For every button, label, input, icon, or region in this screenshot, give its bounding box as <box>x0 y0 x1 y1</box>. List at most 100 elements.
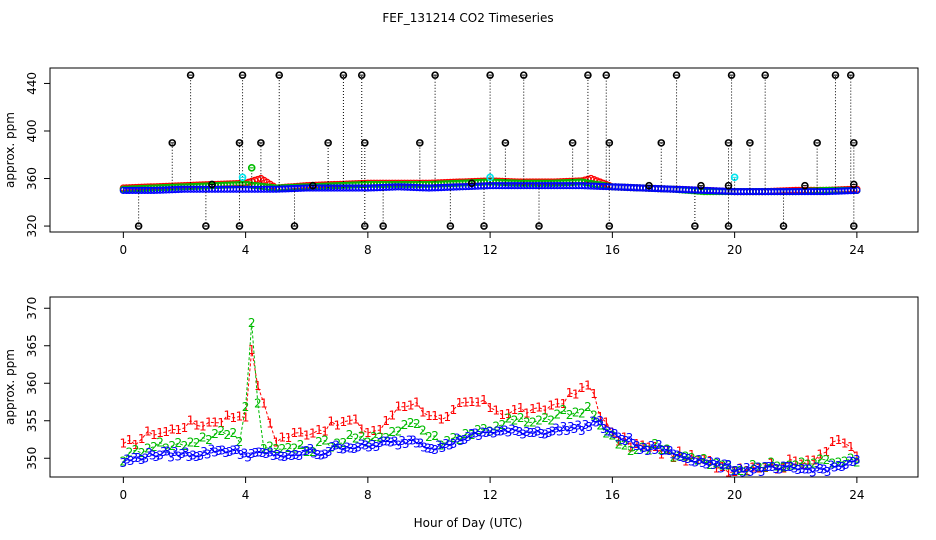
bottom-series-point-3: 3 <box>791 461 799 475</box>
bottom-series-point-2: 2 <box>609 428 617 442</box>
top-outlier-black <box>584 71 592 79</box>
bottom-series-point-3: 3 <box>736 462 744 476</box>
bottom-series-point-3: 3 <box>307 442 315 456</box>
bottom-series-point-3: 3 <box>131 451 139 465</box>
bottom-series-point-3: 3 <box>424 442 432 456</box>
bottom-series-point-3: 3 <box>519 428 527 442</box>
bottom-series-point-1: 1 <box>358 423 366 437</box>
bottom-series-point-1: 1 <box>254 379 262 393</box>
bottom-series-point-2: 2 <box>829 457 837 471</box>
bottom-series-point-3: 3 <box>611 427 619 441</box>
bottom-series-point-2: 2 <box>706 458 714 472</box>
bottom-x-tick-label: 0 <box>120 488 128 502</box>
top-y-tick-label: 320 <box>25 215 39 238</box>
bottom-series-point-2: 2 <box>792 458 800 472</box>
bottom-series-point-2: 2 <box>841 455 849 469</box>
top-outlier-black <box>813 139 821 147</box>
top-outlier-black <box>501 139 510 147</box>
bottom-series-point-2: 2 <box>633 443 641 457</box>
bottom-series-point-1: 1 <box>627 441 635 455</box>
bottom-series-point-2: 2 <box>499 418 507 432</box>
bottom-series-point-3: 3 <box>336 442 344 456</box>
bottom-series-point-3: 3 <box>398 434 406 448</box>
bottom-series-point-1: 1 <box>407 399 415 413</box>
bottom-series-point-3: 3 <box>527 426 535 440</box>
bottom-series-point-3: 3 <box>545 426 553 440</box>
top-outlier-black <box>761 71 769 79</box>
bottom-series-point-2: 2 <box>388 425 396 439</box>
bottom-series-point-1: 1 <box>804 453 812 467</box>
bottom-series-point-1: 1 <box>829 435 837 449</box>
bottom-series-point-1: 1 <box>822 445 830 459</box>
bottom-series-point-1: 1 <box>462 395 470 409</box>
top-x-tick-label: 24 <box>849 243 864 257</box>
bottom-series-point-2: 2 <box>303 445 311 459</box>
bottom-x-tick-label: 12 <box>482 488 497 502</box>
bottom-series-point-1: 1 <box>291 426 299 440</box>
bottom-series-point-2: 2 <box>217 424 225 438</box>
bottom-series-point-2: 2 <box>615 437 623 451</box>
bottom-series-point-3: 3 <box>530 426 538 440</box>
bottom-series-point-2: 2 <box>584 400 592 414</box>
bottom-series-point-3: 3 <box>695 453 703 467</box>
bottom-series-point-3: 3 <box>204 447 212 461</box>
bottom-series-point-3: 3 <box>776 463 784 477</box>
bottom-series-point-3: 3 <box>659 444 667 458</box>
bottom-series-point-2: 2 <box>541 411 549 425</box>
bottom-series-point-3: 3 <box>248 447 256 461</box>
bottom-series-point-2: 2 <box>560 403 568 417</box>
bottom-series-point-3: 3 <box>409 433 417 447</box>
bottom-series-line-3 <box>123 420 858 474</box>
bottom-series-point-2: 2 <box>138 446 146 460</box>
bottom-y-axis-label: approx. ppm <box>3 349 17 425</box>
top-outlier-cyan <box>238 173 247 182</box>
bottom-series-point-3: 3 <box>486 425 494 439</box>
bottom-series-point-3: 3 <box>164 445 172 459</box>
bottom-series-point-3: 3 <box>391 434 399 448</box>
bottom-series-point-2: 2 <box>486 424 494 438</box>
bottom-series-point-3: 3 <box>138 453 146 467</box>
bottom-series-point-3: 3 <box>175 450 183 464</box>
top-outlier-cyan <box>486 173 494 182</box>
bottom-series-point-2: 2 <box>327 441 335 455</box>
bottom-series-point-1: 1 <box>725 465 733 479</box>
bottom-series-point-3: 3 <box>402 437 410 451</box>
bottom-series-point-2: 2 <box>627 444 635 458</box>
bottom-series-point-3: 3 <box>428 442 436 456</box>
bottom-series-point-1: 1 <box>596 410 604 424</box>
bottom-series-point-3: 3 <box>149 448 157 462</box>
bottom-series-point-1: 1 <box>798 458 806 472</box>
bottom-series-point-3: 3 <box>732 464 740 478</box>
bottom-series-point-3: 3 <box>805 462 813 476</box>
bottom-series-point-3: 3 <box>593 415 601 429</box>
top-outlier-black <box>275 71 284 79</box>
bottom-series-point-1: 1 <box>572 388 580 402</box>
bottom-series-point-1: 1 <box>706 454 714 468</box>
bottom-series-point-1: 1 <box>816 447 824 461</box>
bottom-series-point-1: 1 <box>346 414 354 428</box>
bottom-series-point-2: 2 <box>566 408 574 422</box>
bottom-series-point-3: 3 <box>446 439 454 453</box>
bottom-series-point-3: 3 <box>237 448 245 462</box>
bottom-series-point-3: 3 <box>413 437 421 451</box>
bottom-series-point-2: 2 <box>523 415 531 429</box>
bottom-series-point-3: 3 <box>296 449 304 463</box>
bottom-series-point-3: 3 <box>490 427 498 441</box>
bottom-series-point-2: 2 <box>211 427 219 441</box>
bottom-series-point-3: 3 <box>461 433 469 447</box>
bottom-series-point-3: 3 <box>512 424 520 438</box>
bottom-series-point-3: 3 <box>373 440 381 454</box>
bottom-series-point-1: 1 <box>144 424 152 438</box>
bottom-series-point-2: 2 <box>719 459 727 473</box>
bottom-series-point-2: 2 <box>743 464 751 478</box>
bottom-series-point-3: 3 <box>846 455 854 469</box>
bottom-plot-marks: 1111111111111111111111111111111111111111… <box>120 316 861 479</box>
bottom-series-point-2: 2 <box>450 431 458 445</box>
top-outlier-black <box>691 222 699 230</box>
bottom-series-point-3: 3 <box>541 427 549 441</box>
bottom-series-point-1: 1 <box>382 414 390 428</box>
bottom-series-point-3: 3 <box>299 444 307 458</box>
bottom-series-point-3: 3 <box>277 450 285 464</box>
bottom-series-point-3: 3 <box>538 427 546 441</box>
bottom-series-point-3: 3 <box>853 453 861 467</box>
